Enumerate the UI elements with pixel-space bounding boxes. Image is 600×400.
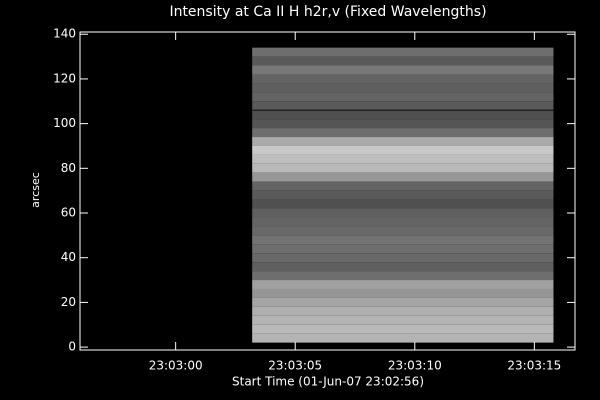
image-row (252, 163, 554, 173)
image-row (252, 226, 554, 236)
image-row (252, 74, 554, 84)
y-axis-label: arcsec (29, 172, 42, 208)
image-row (252, 172, 554, 182)
image-row (252, 217, 554, 227)
plot-frame (79, 31, 576, 351)
image-row (252, 297, 554, 307)
image-row (252, 92, 554, 102)
image-row (252, 271, 554, 281)
x-tick-label: 23:03:15 (507, 359, 561, 373)
image-row (252, 280, 554, 289)
image-row (252, 244, 554, 254)
y-tick-label: 140 (53, 27, 76, 41)
image-row (252, 208, 554, 218)
y-tick-label: 0 (68, 340, 76, 354)
image-row (252, 65, 554, 75)
image-row (252, 288, 554, 298)
image-row (252, 154, 554, 164)
image-row (252, 333, 554, 343)
image-row (252, 56, 554, 66)
image-row (252, 145, 554, 155)
image-row (252, 262, 554, 272)
image-row (252, 253, 554, 263)
chart-title: Intensity at Ca II H h2r,v (Fixed Wavele… (169, 4, 486, 20)
y-tick-label: 20 (61, 295, 76, 309)
x-tick-label: 23:03:00 (149, 359, 203, 373)
image-row (252, 181, 554, 191)
image-row (252, 235, 554, 245)
image-row (252, 47, 554, 57)
image-row (252, 137, 554, 146)
y-tick-label: 80 (61, 161, 76, 175)
x-tick-label: 23:03:05 (268, 359, 322, 373)
image-row (252, 199, 554, 209)
image-row (252, 324, 554, 334)
x-tick-label: 23:03:10 (388, 359, 442, 373)
image-row (252, 190, 554, 200)
image-row (252, 306, 554, 316)
image-row (252, 128, 554, 138)
y-tick-label: 40 (61, 250, 76, 264)
image-row (252, 83, 554, 93)
image-row (252, 315, 554, 325)
y-tick-label: 100 (53, 116, 76, 130)
image-row (252, 110, 554, 120)
y-tick-label: 120 (53, 71, 76, 85)
x-axis-label: Start Time (01-Jun-07 23:02:56) (232, 375, 424, 389)
image-row (252, 119, 554, 129)
y-tick-label: 60 (61, 206, 76, 220)
image-row (252, 101, 554, 111)
